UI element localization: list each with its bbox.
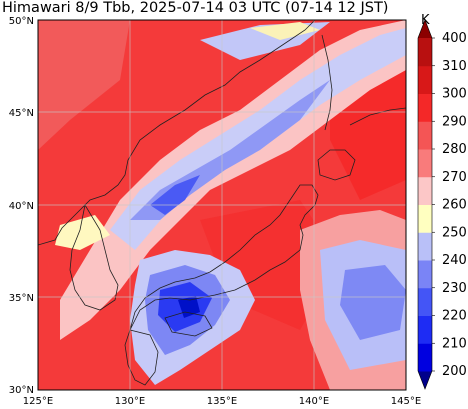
colorbar-tick-label: 220 — [442, 309, 467, 324]
colorbar-tick-label: 260 — [442, 198, 467, 213]
coast-honshu — [129, 184, 319, 331]
lon-tick-label: 130°E — [115, 396, 145, 407]
coast-sakhalin — [321, 34, 333, 131]
colorbar-tick-label: 250 — [442, 225, 467, 240]
lat-tick-label: 45°N — [9, 108, 34, 119]
colorbar-swatch — [418, 260, 432, 289]
coast-shikoku — [164, 311, 213, 337]
warm-patch — [38, 20, 130, 150]
lon-tick-label: 125°E — [23, 396, 53, 407]
colorbar-tick-label: 310 — [442, 59, 467, 74]
colorbar-swatch — [418, 149, 432, 178]
graticule — [38, 20, 406, 390]
colorbar-swatch — [418, 93, 432, 122]
colorbar-swatch — [418, 38, 432, 67]
lon-tick-label: 145°E — [391, 396, 421, 407]
colorbar-swatch — [418, 204, 432, 233]
coast-hokkaido — [317, 149, 356, 181]
colorbar-swatch — [418, 232, 432, 261]
coastlines — [38, 20, 406, 386]
colorbar-swatch — [418, 176, 432, 205]
lat-tick-label: 30°N — [9, 385, 34, 396]
lon-tick-label: 140°E — [299, 396, 329, 407]
map-frame — [37, 19, 407, 391]
colorbar-tick-label: 400 — [442, 31, 467, 46]
colorbar-tick-label: 200 — [442, 364, 467, 379]
colorbar-tick-label: 230 — [442, 281, 467, 296]
lat-tick-labels: 30°N 35°N 40°N 45°N 50°N — [9, 16, 34, 396]
colorbar-swatch — [418, 65, 432, 94]
coast-kyushu — [124, 329, 159, 386]
colorbar-extend-low — [418, 371, 432, 389]
eastern-cloud-blue — [340, 265, 406, 340]
colorbar-swatch — [418, 343, 432, 372]
lat-tick-label: 40°N — [9, 201, 34, 212]
lon-tick-labels: 125°E 130°E 135°E 140°E 145°E — [23, 396, 421, 407]
colorbar-tick-label: 210 — [442, 336, 467, 351]
coast-kuril — [349, 107, 406, 126]
coast-korea-russia — [38, 20, 316, 246]
colorbar: 200 210 220 230 240 250 260 270 280 290 300 310 400 — [417, 19, 467, 390]
cloud-north-yellow — [250, 22, 320, 40]
colorbar-tick-label: 300 — [442, 87, 467, 102]
colorbar-tick-label: 290 — [442, 114, 467, 129]
lat-tick-label: 50°N — [9, 16, 34, 27]
colorbar-swatch — [418, 287, 432, 316]
colorbar-tick-label: 240 — [442, 253, 467, 268]
lon-tick-label: 135°E — [207, 396, 237, 407]
lat-tick-label: 35°N — [9, 293, 34, 304]
colorbar-tick-label: 280 — [442, 142, 467, 157]
coast-korean-peninsula — [69, 203, 119, 311]
colorbar-swatch — [418, 121, 432, 150]
colorbar-tick-label: 270 — [442, 170, 467, 185]
colorbar-extend-high — [418, 20, 432, 38]
map-title: Himawari 8/9 Tbb, 2025-07-14 03 UTC (07-… — [2, 0, 389, 16]
colorbar-swatch — [418, 315, 432, 344]
